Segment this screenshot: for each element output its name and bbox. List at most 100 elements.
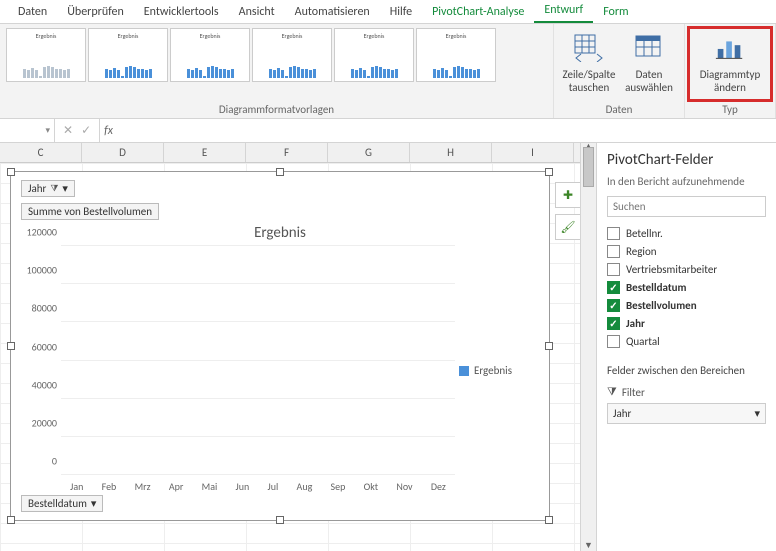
chart-style-thumb[interactable]: Ergebnis [88,28,168,82]
column-header[interactable]: F [246,143,328,162]
chart-styles-button[interactable]: 🖌 [555,214,580,240]
ribbon-body: ErgebnisErgebnisErgebnisErgebnisErgebnis… [0,24,776,119]
scrollbar-thumb[interactable] [583,147,594,187]
resize-handle[interactable] [545,342,553,350]
ribbon-tab-form[interactable]: Form [593,1,638,23]
field-item[interactable]: Quartal [607,335,766,348]
checkbox-icon: ✓ [607,281,620,294]
filter-area-value: Jahr [613,407,631,420]
chart-filter-datum-label: Bestelldatum [28,497,87,510]
pane-title: PivotChart-Felder [607,151,766,169]
select-data-icon [633,32,665,64]
field-label: Region [626,245,657,258]
y-tick: 60000 [32,340,57,353]
checkbox-icon [607,227,620,240]
vertical-scrollbar[interactable]: ▲ ▼ [580,143,596,551]
field-item[interactable]: Region [607,245,766,258]
chart-filter-jahr[interactable]: Jahr ⧩ ▾ [21,180,75,197]
checkbox-icon [607,335,620,348]
group-label-typ: Typ [685,103,775,116]
select-data-label: Daten auswählen [624,68,674,94]
field-label: Bestellvolumen [626,299,697,312]
resize-handle[interactable] [7,516,15,524]
ribbon-tab-pivotchart-analyse[interactable]: PivotChart-Analyse [422,1,534,23]
data-group: Zeile/Spalte tauschen Daten auswählen Da… [554,24,685,118]
resize-handle[interactable] [7,168,15,176]
column-header[interactable]: C [0,143,82,162]
change-chart-type-button[interactable]: Diagrammtyp ändern [691,28,769,98]
chart-values-label[interactable]: Summe von Bestellvolumen [21,203,159,220]
field-label: Quartal [626,335,660,348]
chart-title[interactable]: Ergebnis [21,224,539,242]
filter-area-item[interactable]: Jahr ▾ [607,403,766,424]
switch-row-column-button[interactable]: Zeile/Spalte tauschen [560,28,618,98]
confirm-formula-button[interactable]: ✓ [81,123,91,138]
field-item[interactable]: Betellnr. [607,227,766,240]
fx-label[interactable]: fx [100,124,117,138]
chart-elements-button[interactable]: ✚ [555,182,580,208]
cancel-formula-button[interactable]: ✕ [63,123,73,138]
funnel-icon: ⧩ [50,183,58,194]
checkbox-icon [607,245,620,258]
chevron-down-icon: ▾ [62,182,68,195]
change-chart-type-label: Diagrammtyp ändern [695,68,765,94]
x-axis-labels: JanFebMrzAprMaiJunJulAugSepOktNovDez [61,480,455,493]
change-chart-type-icon [714,32,746,64]
formula-buttons: ✕ ✓ [55,119,100,142]
name-box[interactable]: ▾ [0,119,55,142]
pivot-chart-object[interactable]: ✚ 🖌 Jahr ⧩ ▾ Summe von Bestellvolumen Er… [10,171,550,521]
group-label-data: Daten [554,103,684,116]
x-tick: Apr [169,480,184,493]
chevron-down-icon: ▾ [91,497,97,510]
column-header[interactable]: D [82,143,164,162]
resize-handle[interactable] [276,168,284,176]
field-item[interactable]: ✓Bestelldatum [607,281,766,294]
field-item[interactable]: Vertriebsmitarbeiter [607,263,766,276]
ribbon-tab-ansicht[interactable]: Ansicht [229,1,285,23]
column-header[interactable]: H [410,143,492,162]
pane-subtitle: In den Bericht aufzunehmende [607,175,766,188]
ribbon-tab-entwicklertools[interactable]: Entwicklertools [134,1,229,23]
field-item[interactable]: ✓Bestellvolumen [607,299,766,312]
chart-legend[interactable]: Ergebnis [459,246,539,495]
column-header[interactable]: I [492,143,574,162]
formula-bar: ▾ ✕ ✓ fx [0,119,776,143]
worksheet-area[interactable]: CDEFGHI ✚ 🖌 Jahr ⧩ ▾ [0,143,580,551]
filter-area-label: ⧩ Filter [607,385,766,399]
chart-filter-datum[interactable]: Bestelldatum ▾ [21,495,103,512]
column-header[interactable]: G [328,143,410,162]
ribbon-tab-automatisieren[interactable]: Automatisieren [285,1,380,23]
x-tick: Mai [202,480,218,493]
field-search-input[interactable] [607,196,766,217]
legend-swatch [459,366,469,376]
checkbox-icon: ✓ [607,317,620,330]
y-tick: 20000 [32,416,57,429]
resize-handle[interactable] [7,342,15,350]
field-label: Vertriebsmitarbeiter [626,263,717,276]
chart-style-thumb[interactable]: Ergebnis [416,28,496,82]
x-tick: Aug [297,480,313,493]
checkbox-icon [607,263,620,276]
column-header[interactable]: E [164,143,246,162]
chart-style-thumb[interactable]: Ergebnis [252,28,332,82]
legend-label: Ergebnis [474,364,512,377]
select-data-button[interactable]: Daten auswählen [620,28,678,98]
ribbon-tab-daten[interactable]: Daten [8,1,57,23]
chart-style-thumb[interactable]: Ergebnis [6,28,86,82]
ribbon-tab-hilfe[interactable]: Hilfe [380,1,422,23]
x-tick: Jul [268,480,279,493]
field-item[interactable]: ✓Jahr [607,317,766,330]
scroll-down-icon[interactable]: ▼ [581,540,596,551]
chart-side-buttons: ✚ 🖌 [555,182,580,240]
funnel-icon: ⧩ [607,385,617,399]
plot-area[interactable]: 020000400006000080000100000120000 JanFeb… [21,246,459,495]
resize-handle[interactable] [545,516,553,524]
ribbon-tab-entwurf[interactable]: Entwurf [534,0,593,23]
chart-style-thumb[interactable]: Ergebnis [170,28,250,82]
chart-inner: Jahr ⧩ ▾ Summe von Bestellvolumen Ergebn… [11,172,549,520]
chart-style-thumb[interactable]: Ergebnis [334,28,414,82]
ribbon-tab-überprüfen[interactable]: Überprüfen [57,1,134,23]
resize-handle[interactable] [545,168,553,176]
resize-handle[interactable] [276,516,284,524]
pivotchart-fields-pane: PivotChart-Felder In den Bericht aufzune… [596,143,776,551]
